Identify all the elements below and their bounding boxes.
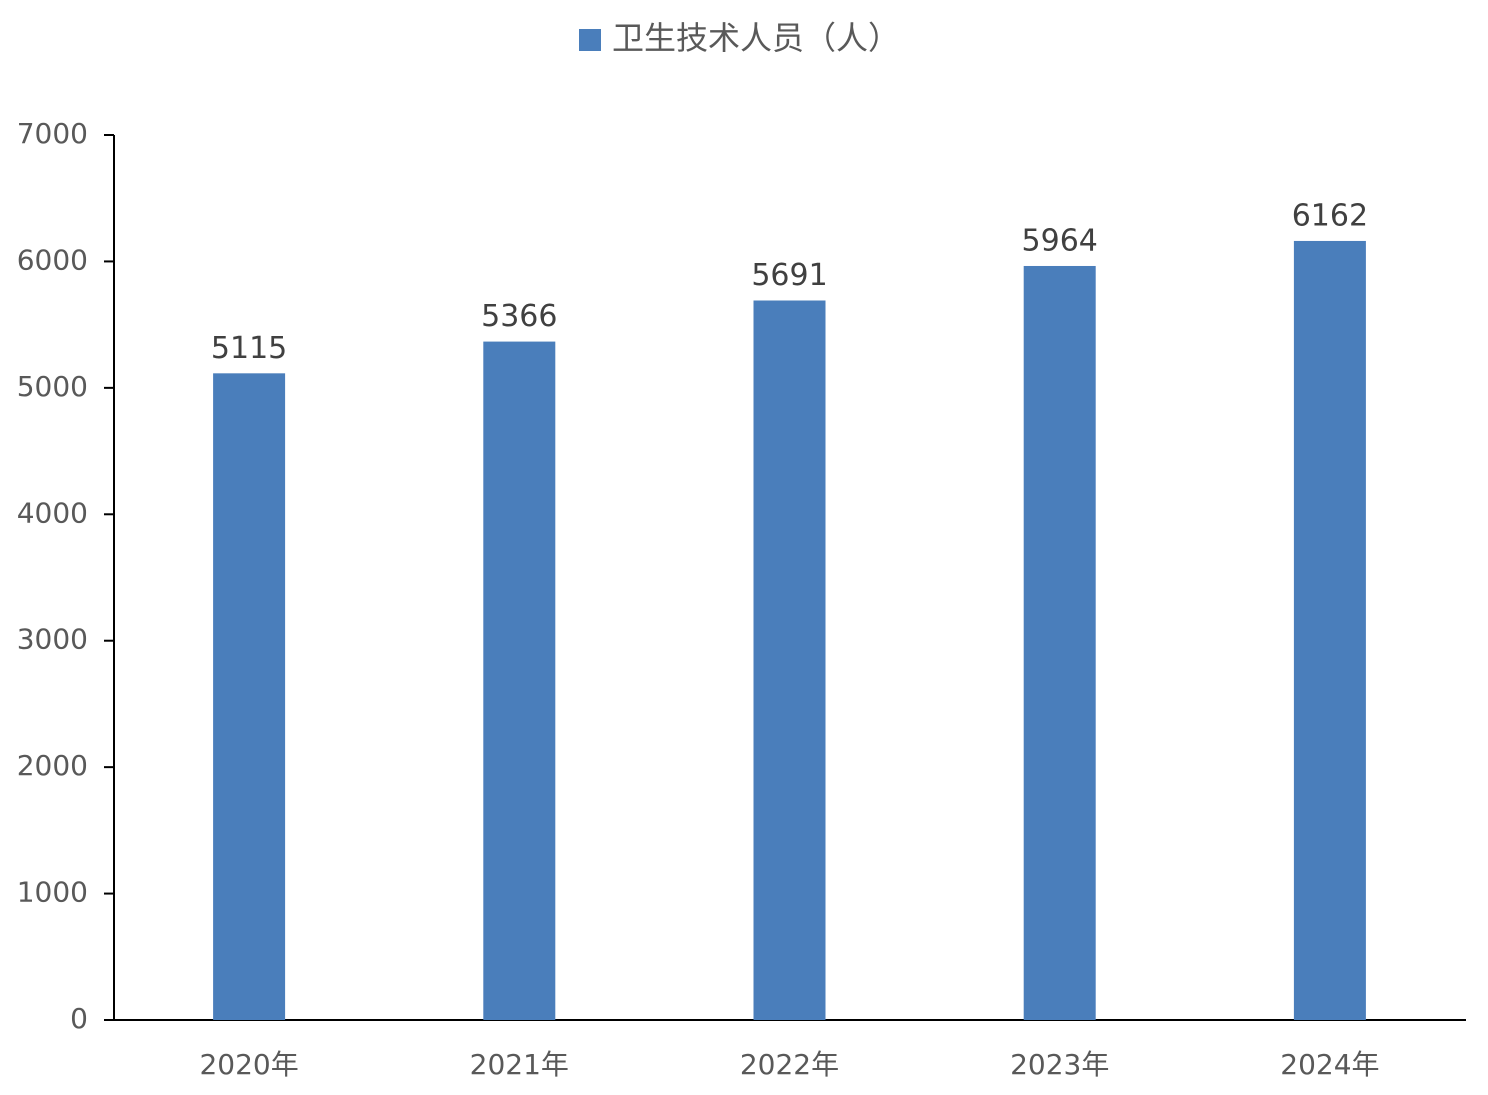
y-tick-label: 1000 <box>17 876 88 909</box>
legend-label: 卫生技术人员（人） <box>612 19 900 57</box>
value-label: 5115 <box>211 331 287 366</box>
y-tick-label: 5000 <box>17 370 88 403</box>
y-tick-label: 6000 <box>17 243 88 276</box>
value-label: 5691 <box>751 258 827 293</box>
value-label: 6162 <box>1292 198 1368 233</box>
x-tick-label: 2024年 <box>1280 1048 1379 1081</box>
x-tick-label: 2020年 <box>199 1048 298 1081</box>
y-tick-label: 7000 <box>17 117 88 150</box>
y-tick-label: 4000 <box>17 496 88 529</box>
x-tick-label: 2023年 <box>1010 1048 1109 1081</box>
y-tick-label: 0 <box>70 1002 88 1035</box>
y-tick-label: 2000 <box>17 749 88 782</box>
x-tick-label: 2022年 <box>740 1048 839 1081</box>
bar <box>483 341 556 1020</box>
bar <box>1023 265 1096 1021</box>
bar <box>753 300 826 1020</box>
x-tick-label: 2021年 <box>470 1048 569 1081</box>
legend-swatch <box>579 29 601 51</box>
value-label: 5964 <box>1022 223 1098 258</box>
bar <box>213 373 286 1020</box>
y-tick-label: 3000 <box>17 623 88 656</box>
value-label: 5366 <box>481 299 557 334</box>
bar <box>1293 240 1366 1020</box>
